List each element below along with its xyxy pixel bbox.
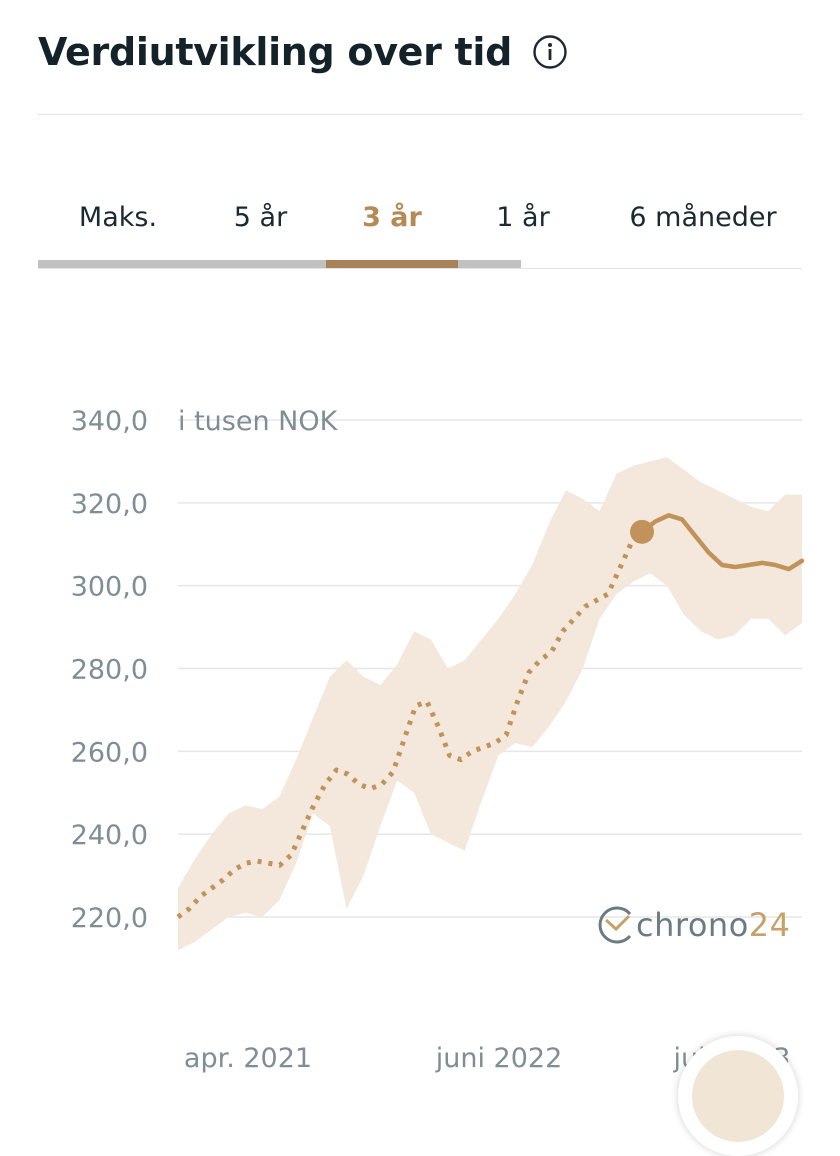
x-tick-label: apr. 2021 [184,1043,312,1074]
tabs-divider [38,268,802,269]
y-tick-label: 220,0 [71,903,148,934]
info-circle-icon[interactable] [532,34,568,70]
current-value-marker [630,519,654,544]
header: Verdiutvikling over tid [38,22,802,82]
x-tick-label: juni 2022 [435,1043,563,1074]
tab-6-maneder[interactable]: 6 måneder [629,201,777,233]
series-line-recent [639,513,805,572]
y-tick-label: 340,0 [71,406,148,437]
y-tick-label: 300,0 [71,572,148,603]
series-line-historical [176,530,644,920]
y-tick-label: 320,0 [71,489,148,520]
tab-3-ar[interactable]: 3 år [362,201,422,233]
tab-5-ar[interactable]: 5 år [233,201,288,233]
period-tabs: Maks. 5 år 3 år 1 år 6 måneder [38,190,802,244]
header-divider [38,114,802,115]
y-unit-label: i tusen NOK [178,406,339,437]
tab-1-ar[interactable]: 1 år [496,201,550,233]
y-tick-label: 240,0 [71,820,148,851]
tab-scroll-track [38,260,521,268]
logo-text: chrono [636,906,749,944]
chrono24-clock-icon [598,906,632,944]
fab-inner [692,1050,784,1142]
y-tick-label: 280,0 [71,655,148,686]
active-tab-indicator [326,260,458,268]
value-chart: 340,0 320,0 300,0 280,0 260,0 240,0 220,0 i tus… [71,406,805,1074]
y-tick-label: 260,0 [71,737,148,768]
logo-accent: 24 [748,906,791,944]
confidence-band [178,457,802,951]
chrono24-logo: chrono 24 [596,900,790,950]
tab-maks[interactable]: Maks. [78,201,158,233]
floating-action-button[interactable] [678,1036,798,1156]
page-title: Verdiutvikling over tid [38,30,513,74]
